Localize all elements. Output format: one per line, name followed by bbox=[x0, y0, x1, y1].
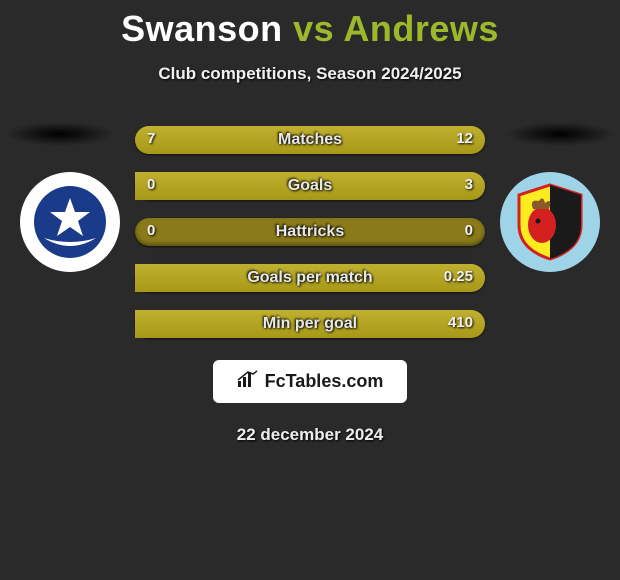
brand-chart-icon bbox=[237, 370, 259, 393]
stat-bar: Matches712 bbox=[135, 126, 485, 154]
header: Swanson vs Andrews Club competitions, Se… bbox=[0, 0, 620, 84]
bar-fill-right bbox=[135, 172, 485, 200]
stat-bar: Goals per match0.25 bbox=[135, 264, 485, 292]
bar-fill-right bbox=[135, 264, 485, 292]
page-title: Swanson vs Andrews bbox=[0, 8, 620, 50]
stat-bar: Goals03 bbox=[135, 172, 485, 200]
player1-shadow bbox=[5, 122, 115, 146]
stat-value-left: 0 bbox=[147, 222, 155, 239]
watford-crest-icon bbox=[509, 181, 591, 263]
date-text: 22 december 2024 bbox=[0, 425, 620, 445]
comparison-arena: Matches712Goals03Hattricks00Goals per ma… bbox=[0, 126, 620, 338]
portsmouth-crest-icon bbox=[32, 184, 108, 260]
footer: FcTables.com 22 december 2024 bbox=[0, 360, 620, 445]
stat-bar: Hattricks0 0 bbox=[135, 218, 485, 246]
stat-value-right: 12 bbox=[456, 130, 473, 147]
player2-shadow bbox=[505, 122, 615, 146]
subtitle: Club competitions, Season 2024/2025 bbox=[0, 64, 620, 84]
stat-value-right: 410 bbox=[448, 314, 473, 331]
bar-fill-right bbox=[265, 126, 486, 154]
stat-value-left: 0 bbox=[147, 176, 155, 193]
stat-label: Hattricks bbox=[135, 223, 485, 241]
club-right-badge bbox=[500, 172, 600, 272]
player2-name: Andrews bbox=[343, 8, 499, 49]
player1-name: Swanson bbox=[121, 8, 283, 49]
brand-text: FcTables.com bbox=[265, 371, 384, 392]
club-left-badge bbox=[20, 172, 120, 272]
stat-value-right: 3 bbox=[465, 176, 473, 193]
stat-value-right: 0.25 bbox=[444, 268, 473, 285]
stat-value-left: 7 bbox=[147, 130, 155, 147]
brand-box: FcTables.com bbox=[213, 360, 408, 403]
vs-text: vs bbox=[293, 8, 334, 49]
bar-fill-right bbox=[135, 310, 485, 338]
stat-value-right: 0 bbox=[465, 222, 473, 239]
stat-bar: Min per goal410 bbox=[135, 310, 485, 338]
stat-bars: Matches712Goals03Hattricks00Goals per ma… bbox=[135, 126, 485, 338]
